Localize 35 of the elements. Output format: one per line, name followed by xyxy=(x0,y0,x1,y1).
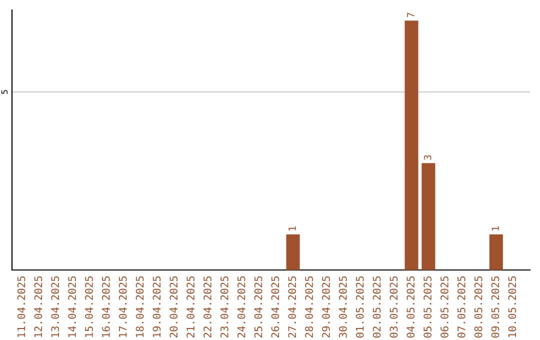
x-tick-label: 20.04.2025 xyxy=(170,276,178,338)
x-tick-label: 08.05.2025 xyxy=(474,276,482,338)
x-tick-label: 07.05.2025 xyxy=(457,276,466,338)
x-tick-label: 16.04.2025 xyxy=(102,276,110,338)
x-tick-label: 13.04.2025 xyxy=(51,276,60,338)
data-label: 1 xyxy=(492,226,499,230)
x-tick-label: 22.04.2025 xyxy=(204,276,212,338)
x-tick-label: 15.04.2025 xyxy=(85,276,93,338)
data-label: 1 xyxy=(288,226,296,230)
x-tick-label: 05.05.2025 xyxy=(424,276,432,338)
data-label: 7 xyxy=(407,12,414,18)
x-tick-label: 06.05.2025 xyxy=(440,276,448,338)
x-tick-label: 01.05.2025 xyxy=(356,276,364,338)
x-tick-label: 30.04.2025 xyxy=(338,276,347,338)
x-tick-label: 21.04.2025 xyxy=(186,276,194,338)
x-tick-label: 10.05.2025 xyxy=(508,276,516,338)
x-tick-label: 11.04.2025 xyxy=(17,276,26,338)
x-tick-label: 18.04.2025 xyxy=(136,276,144,338)
x-tick-label: 23.04.2025 xyxy=(220,276,228,338)
x-tick-label: 25.04.2025 xyxy=(254,276,262,338)
x-tick-label: 29.04.2025 xyxy=(322,276,330,338)
x-tick-label: 28.04.2025 xyxy=(305,276,313,338)
x-tick-label: 12.04.2025 xyxy=(34,276,42,338)
y-tick-label: 5 xyxy=(1,90,8,94)
x-tick-label: 26.04.2025 xyxy=(271,276,280,338)
x-tick-label: 17.04.2025 xyxy=(118,276,127,338)
x-tick-label: 02.05.2025 xyxy=(372,276,381,338)
x-tick-label: 04.05.2025 xyxy=(406,276,415,338)
data-label: 3 xyxy=(424,155,432,160)
x-tick-label: 03.05.2025 xyxy=(390,276,398,338)
x-tick-label: 24.04.2025 xyxy=(237,276,246,338)
x-tick-label: 19.04.2025 xyxy=(152,276,161,338)
x-tick-label: 09.05.2025 xyxy=(491,276,500,338)
x-tick-label: 14.04.2025 xyxy=(68,276,76,338)
x-tick-label: 27.04.2025 xyxy=(288,276,296,338)
